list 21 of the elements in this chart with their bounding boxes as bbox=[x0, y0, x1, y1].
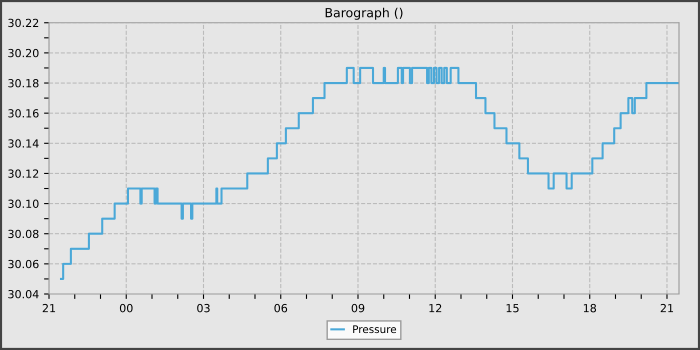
legend-label: Pressure bbox=[353, 325, 396, 334]
x-tick-label: 12 bbox=[429, 304, 442, 312]
x-tick-label: 03 bbox=[197, 304, 210, 312]
y-tick-label: 30.14 bbox=[8, 139, 39, 148]
chart-title: Barograph () bbox=[326, 8, 402, 20]
x-tick-label: 21 bbox=[660, 304, 674, 312]
y-tick-label: 30.04 bbox=[8, 290, 39, 298]
y-tick-label: 30.06 bbox=[8, 260, 39, 268]
y-tick-label: 30.22 bbox=[8, 18, 38, 28]
x-tick-label: 21 bbox=[42, 304, 56, 312]
y-tick-label: 30.08 bbox=[8, 230, 39, 238]
x-tick-label: 15 bbox=[506, 304, 519, 312]
x-tick-label: 09 bbox=[352, 304, 364, 312]
y-tick-label: 30.20 bbox=[8, 48, 39, 58]
y-tick-label: 30.16 bbox=[8, 109, 39, 118]
x-tick-label: 06 bbox=[274, 304, 288, 312]
y-tick-label: 30.10 bbox=[8, 200, 39, 208]
x-tick-label: 18 bbox=[584, 304, 596, 312]
x-tick-label: 00 bbox=[120, 304, 133, 312]
y-tick-label: 30.18 bbox=[8, 79, 39, 88]
y-tick-label: 30.12 bbox=[8, 169, 38, 178]
